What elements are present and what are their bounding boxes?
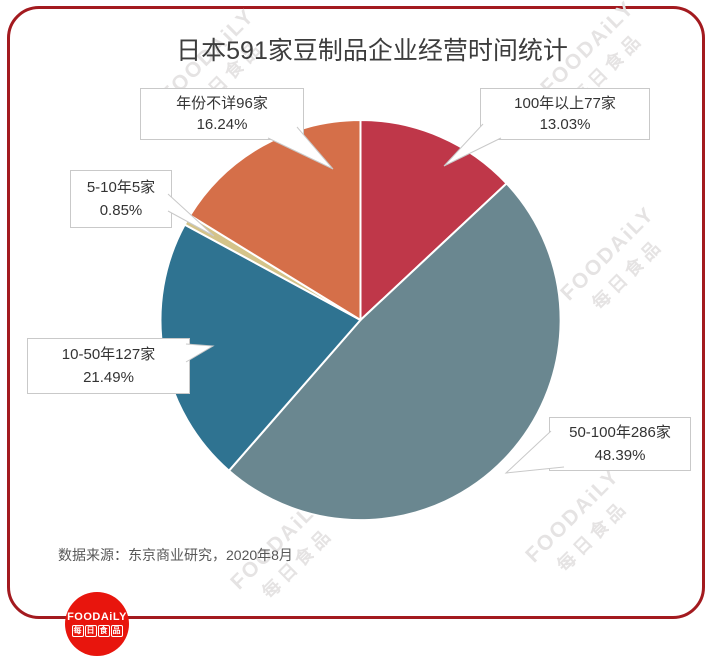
- callout-10-50-years: 10-50年127家 21.49%: [27, 338, 190, 394]
- callout-50-100-years: 50-100年286家 48.39%: [549, 417, 691, 471]
- border-frame: [7, 6, 705, 619]
- logo-cjk: 每日食品: [71, 625, 123, 637]
- pie-slice-0: [359, 119, 508, 321]
- callout-percent: 0.85%: [99, 202, 143, 220]
- callout-unknown-years: 年份不详96家 16.24%: [140, 88, 304, 140]
- callout-label: 100年以上77家: [514, 94, 616, 112]
- source-note: 数据来源：东京商业研究，2020年8月: [58, 547, 293, 563]
- callout-percent: 48.39%: [594, 446, 646, 464]
- callout-100-plus-years: 100年以上77家 13.03%: [480, 88, 650, 140]
- logo: FOODAiLY 每日食品: [65, 592, 129, 656]
- pie-slice-1: [228, 182, 562, 522]
- logo-char: 品: [110, 625, 123, 637]
- chart-title: 日本591家豆制品企业经营时间统计: [176, 37, 568, 65]
- logo-char: 食: [97, 625, 110, 637]
- callout-5-10-years: 5-10年5家 0.85%: [70, 170, 172, 228]
- logo-char: 日: [84, 625, 97, 637]
- callout-label: 50-100年286家: [569, 424, 671, 442]
- callout-label: 年份不详96家: [176, 94, 268, 112]
- logo-wordmark: FOODAiLY: [67, 611, 127, 623]
- callout-label: 5-10年5家: [86, 178, 156, 196]
- callout-percent: 13.03%: [539, 116, 591, 134]
- callout-label: 10-50年127家: [61, 346, 156, 363]
- callout-percent: 21.49%: [83, 369, 134, 386]
- logo-char: 每: [71, 625, 84, 637]
- callout-percent: 16.24%: [196, 116, 248, 134]
